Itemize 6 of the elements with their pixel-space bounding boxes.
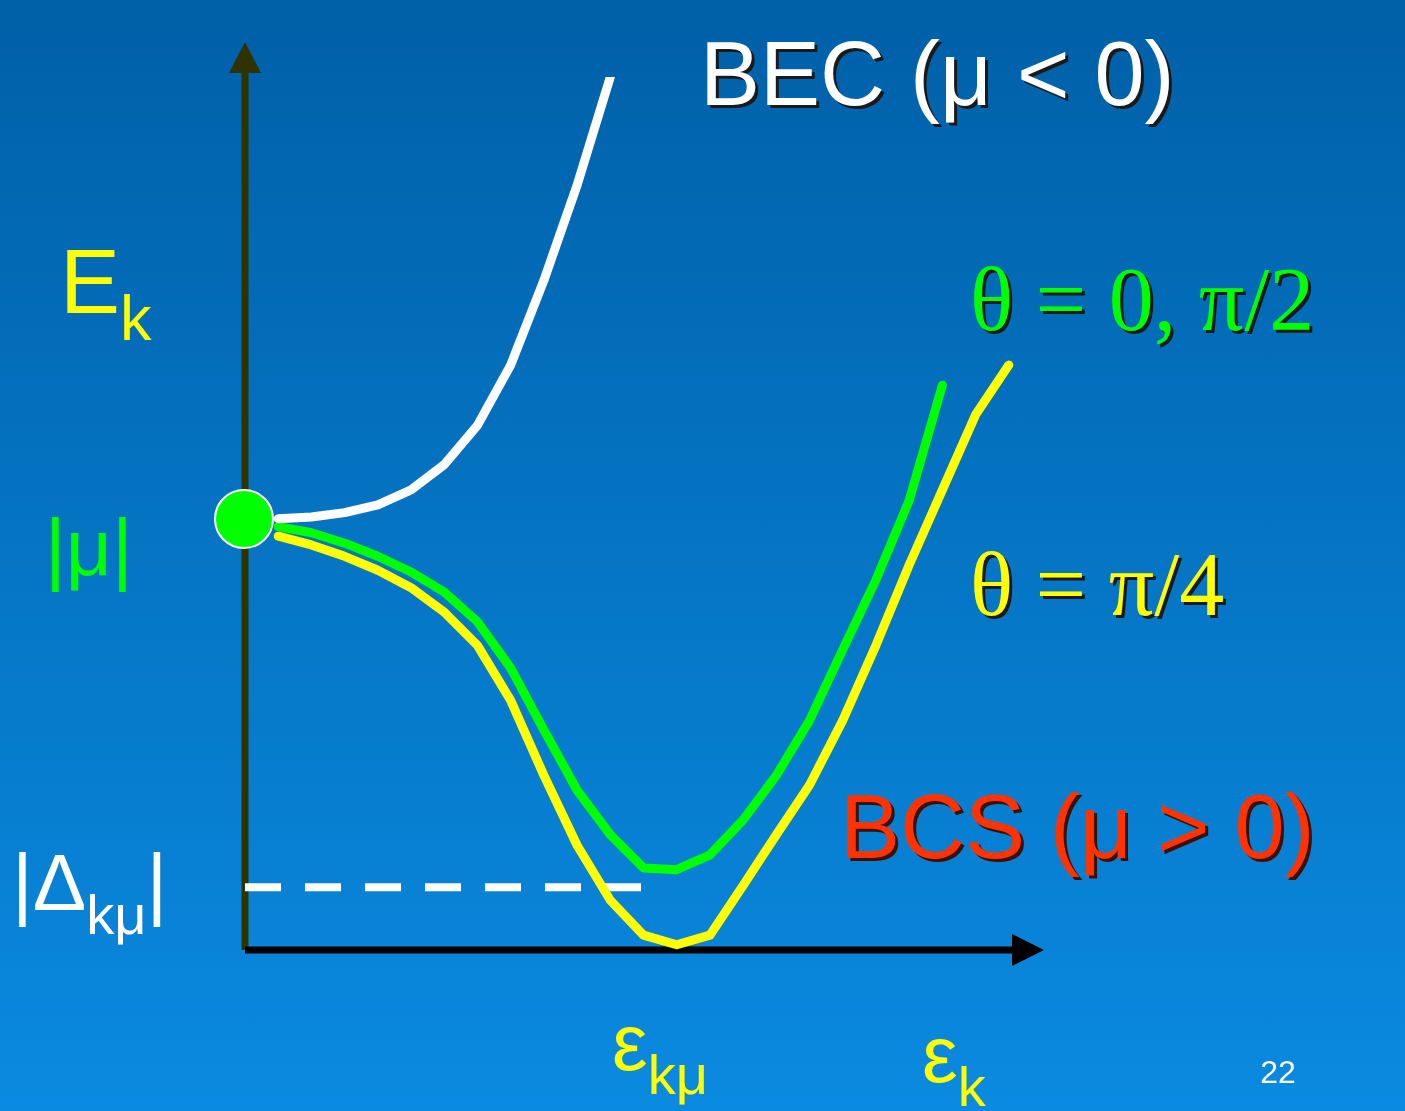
- text: 22: [1260, 1054, 1296, 1090]
- text: |μ|: [45, 503, 133, 592]
- annotation: BCS (μ > 0): [843, 780, 1318, 880]
- series-label: θ = 0, π/2: [973, 253, 1318, 352]
- series-label: θ = π/4: [970, 535, 1225, 634]
- series-label: BEC (μ < 0): [700, 24, 1175, 124]
